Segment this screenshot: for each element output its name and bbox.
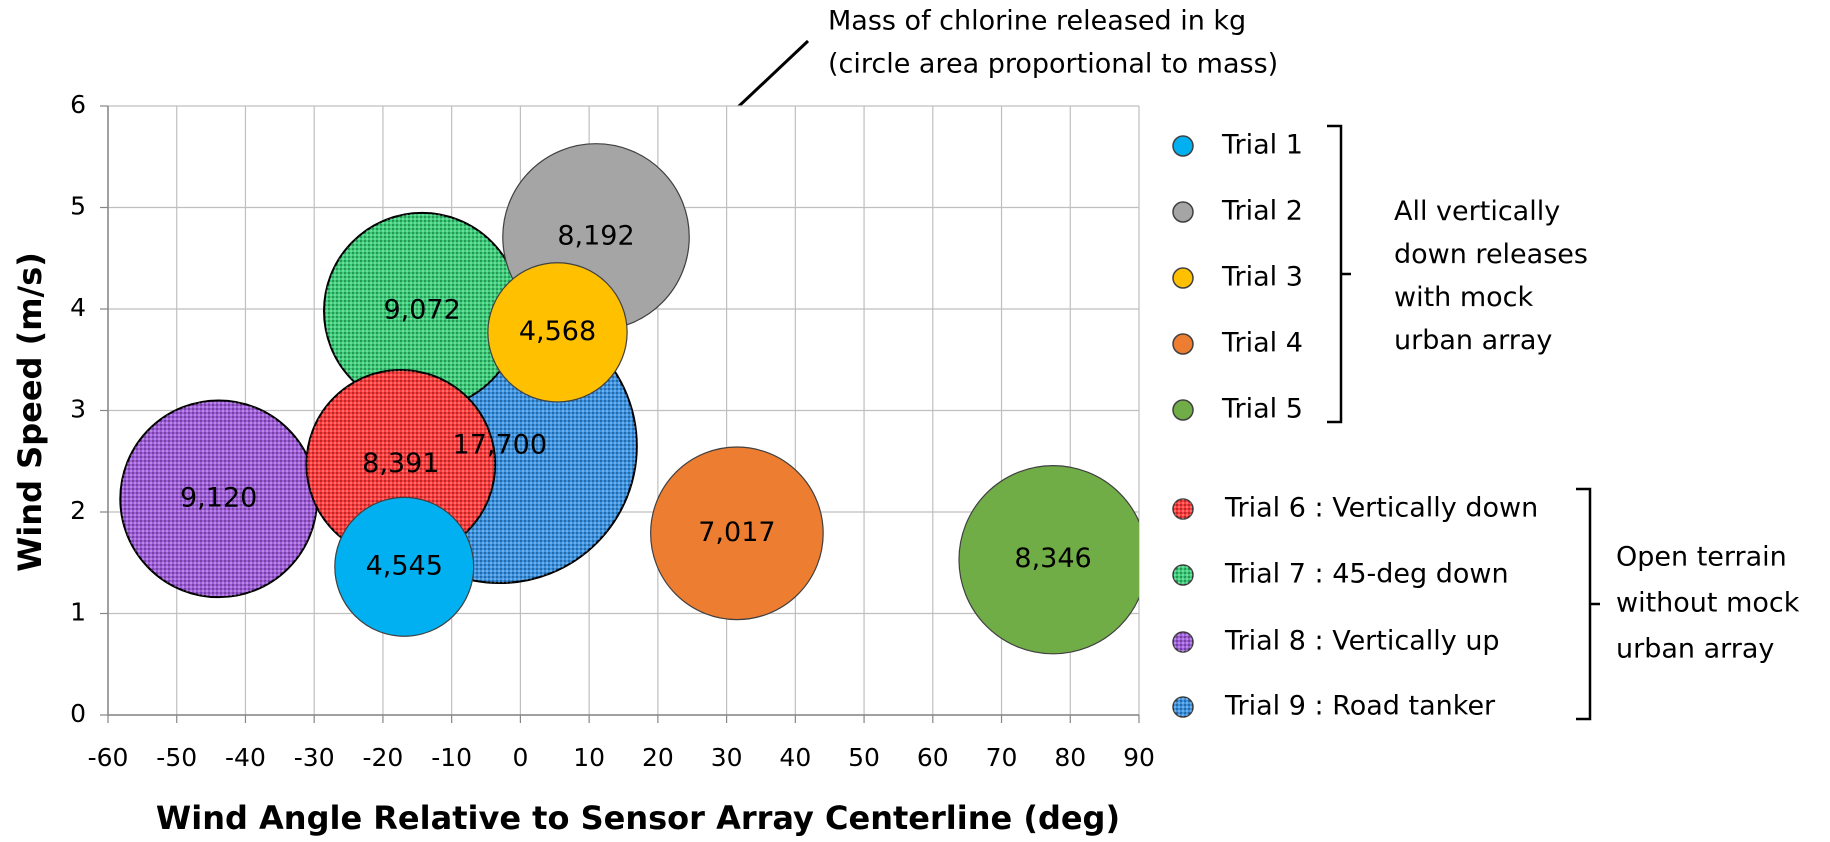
x-tick-label: 50: [848, 743, 880, 772]
legend-label: Trial 7 : 45-deg down: [1224, 559, 1509, 590]
bubble: [650, 446, 824, 621]
bubble: [958, 465, 1139, 655]
x-tick-label: 30: [711, 743, 743, 772]
legend-label: Trial 4: [1221, 328, 1303, 359]
bubble: [334, 496, 475, 637]
y-tick-label: 4: [70, 293, 86, 322]
annotation: (circle area proportional to mass): [828, 49, 1278, 80]
y-tick-label: 1: [70, 598, 86, 627]
legend-marker-hatch: [1173, 565, 1193, 585]
legend-marker: [1172, 267, 1194, 289]
legend-group-label: Open terrain: [1616, 542, 1787, 573]
x-tick-label: 20: [642, 743, 674, 772]
data-label: 9,072: [383, 295, 460, 326]
legend-label: Trial 9 : Road tanker: [1224, 691, 1496, 722]
data-label: 7,017: [698, 517, 775, 548]
y-tick-label: 5: [70, 192, 86, 221]
legend-bracket: [1576, 487, 1600, 721]
bubble: [487, 262, 628, 403]
x-tick-label: -60: [88, 743, 129, 772]
bubble-hatch: [324, 212, 521, 410]
y-tick-label: 0: [70, 699, 86, 728]
legend-group-label: urban array: [1394, 325, 1552, 356]
legend-group-label: with mock: [1394, 282, 1534, 313]
data-label: 9,120: [180, 482, 257, 513]
y-axis-title: Wind Speed (m/s): [11, 252, 49, 572]
legend-group-label: down releases: [1394, 239, 1588, 270]
legend-label: Trial 2: [1221, 196, 1303, 227]
legend-group-label: All vertically: [1394, 196, 1560, 227]
legend-label: Trial 6 : Vertically down: [1224, 493, 1538, 524]
legend-label: Trial 1: [1221, 130, 1303, 161]
data-label: 8,346: [1014, 543, 1091, 574]
data-label: 8,391: [362, 448, 439, 479]
legend-marker-hatch: [1173, 697, 1193, 717]
legend-label: Trial 8 : Vertically up: [1224, 626, 1500, 657]
legend-marker: [1172, 333, 1194, 355]
x-tick-label: 80: [1054, 743, 1086, 772]
data-label: 4,545: [366, 550, 443, 581]
plot-bubbles: [119, 143, 1139, 655]
x-tick-label: -40: [225, 743, 266, 772]
x-tick-label: 10: [573, 743, 605, 772]
x-tick-label: -20: [363, 743, 404, 772]
legend-marker: [1172, 135, 1194, 157]
legend-marker-hatch: [1173, 632, 1193, 652]
y-tick-label: 3: [70, 395, 86, 424]
legend-group-label: urban array: [1616, 634, 1774, 665]
data-label: 17,700: [453, 430, 547, 461]
legend-label: Trial 3: [1221, 262, 1303, 293]
x-tick-label: 70: [986, 743, 1018, 772]
legend-group-label: without mock: [1616, 588, 1800, 619]
x-tick-label: 0: [512, 743, 528, 772]
data-label: 4,568: [519, 316, 596, 347]
annotation: Mass of chlorine released in kg: [828, 6, 1246, 37]
x-axis-title: Wind Angle Relative to Sensor Array Cent…: [156, 799, 1120, 837]
y-tick-label: 2: [70, 496, 86, 525]
legend-marker: [1172, 201, 1194, 223]
bubble-hatch: [306, 369, 496, 559]
legend-marker: [1172, 399, 1194, 421]
legend-label: Trial 5: [1221, 394, 1303, 425]
legend-marker-hatch: [1173, 499, 1193, 519]
x-tick-label: -10: [431, 743, 472, 772]
x-tick-label: -30: [294, 743, 335, 772]
x-tick-label: 90: [1123, 743, 1155, 772]
legend-bracket: [1327, 124, 1351, 424]
x-tick-label: -50: [156, 743, 197, 772]
x-tick-label: 40: [779, 743, 811, 772]
x-tick-label: 60: [917, 743, 949, 772]
data-label: 8,192: [557, 220, 634, 251]
bubble-hatch: [120, 400, 318, 598]
y-tick-label: 6: [70, 90, 86, 119]
